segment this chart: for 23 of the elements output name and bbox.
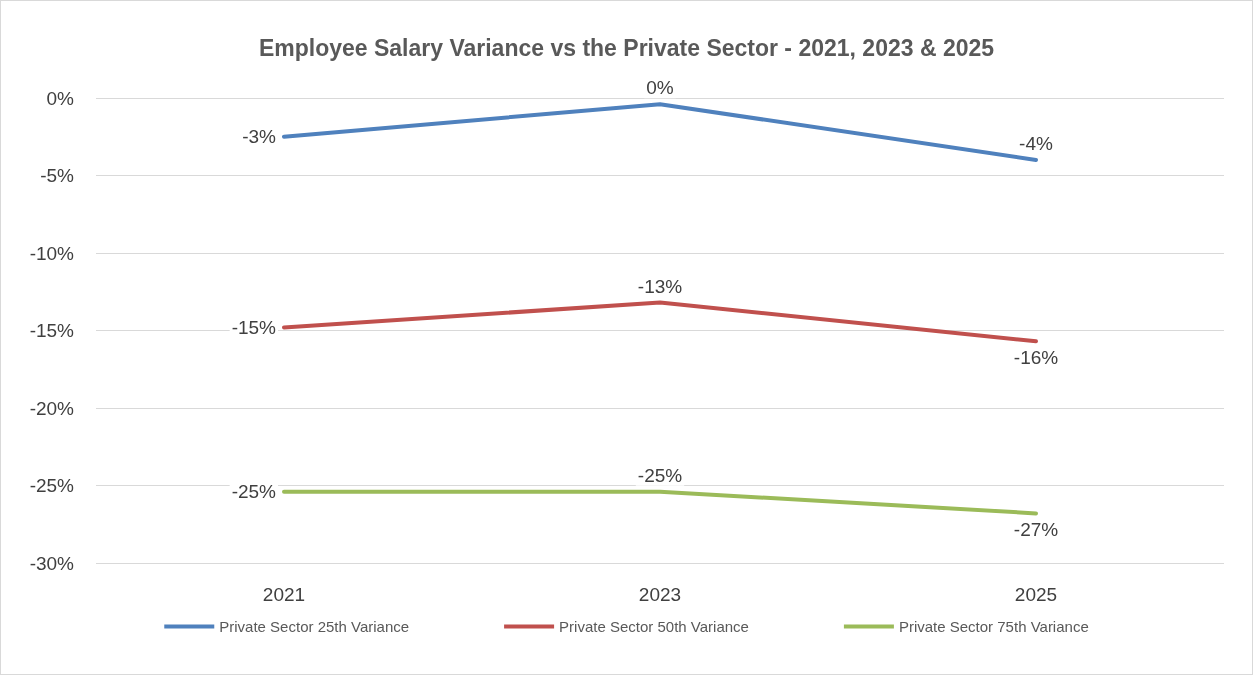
- y-tick-label: -30%: [29, 552, 75, 574]
- data-label: -15%: [231, 316, 277, 338]
- x-tick-label: 2023: [638, 584, 682, 605]
- legend-label: Private Sector 25th Variance: [219, 618, 410, 635]
- y-tick-label: 0%: [46, 87, 75, 109]
- data-label: -13%: [637, 275, 683, 297]
- legend-label: Private Sector 75th Variance: [898, 618, 1089, 635]
- legend-label: Private Sector 50th Variance: [559, 618, 749, 635]
- y-tick-label: -10%: [29, 242, 75, 264]
- data-label: -16%: [1013, 347, 1059, 369]
- data-label: -27%: [1013, 519, 1059, 541]
- data-label: -3%: [242, 126, 277, 148]
- y-tick-label: -20%: [29, 397, 75, 419]
- chart-title: Employee Salary Variance vs the Private Sector - 2021, 2023 & 2025: [258, 34, 995, 61]
- data-label: -25%: [637, 464, 683, 486]
- data-label: 0%: [646, 77, 674, 99]
- y-tick-label: -25%: [29, 475, 75, 496]
- x-tick-label: 2021: [262, 584, 306, 605]
- y-tick-label: -5%: [40, 165, 75, 186]
- x-tick-label: 2025: [1014, 584, 1058, 605]
- data-label: -4%: [1019, 133, 1053, 154]
- data-label: -25%: [231, 481, 277, 503]
- y-tick-label: -15%: [29, 320, 75, 341]
